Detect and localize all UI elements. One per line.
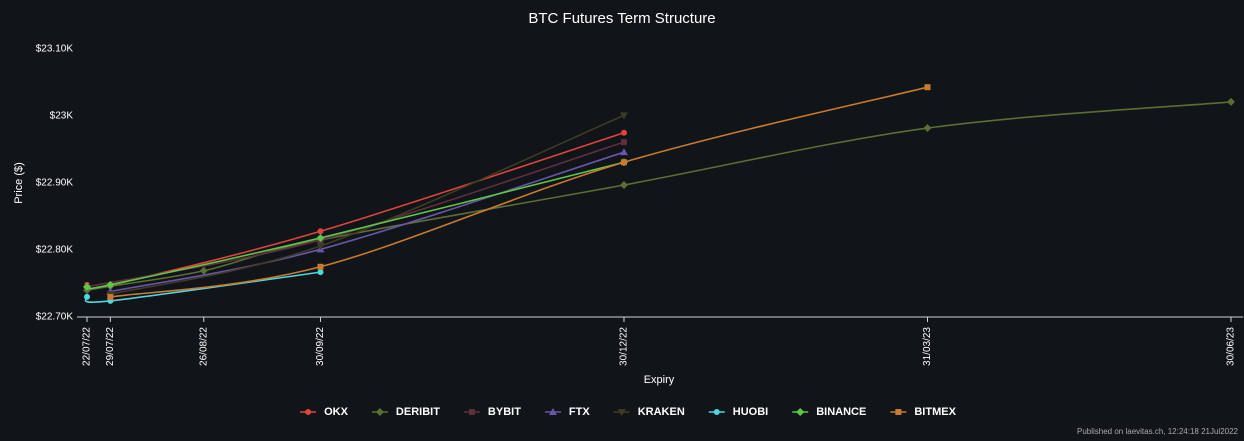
marker <box>619 112 628 120</box>
marker <box>316 233 325 242</box>
marker <box>84 293 90 300</box>
marker <box>1227 97 1235 106</box>
marker <box>713 409 720 415</box>
y-tick-label: $22.80K <box>36 245 74 256</box>
marker <box>619 148 628 156</box>
marker <box>620 139 627 146</box>
marker <box>619 181 628 190</box>
x-tick-label: 26/08/22 <box>198 327 209 366</box>
x-tick-label: 30/06/23 <box>1226 327 1237 366</box>
marker <box>305 409 312 415</box>
marker <box>317 228 324 235</box>
y-tick-label: $22.90K <box>36 178 74 189</box>
x-tick-label: 29/07/22 <box>105 327 116 366</box>
y-tick-label: $23.10K <box>36 44 74 55</box>
marker <box>317 263 324 270</box>
y-axis-title: Price ($) <box>13 162 25 204</box>
legend-label[interactable]: DERIBIT <box>396 406 440 418</box>
series-line <box>84 271 321 303</box>
marker <box>924 84 931 91</box>
marker <box>548 408 557 415</box>
legend-label[interactable]: HUOBI <box>733 406 768 418</box>
marker <box>923 124 932 133</box>
legend: OKX DERIBIT BYBIT FTX KRAKEN HUOBI BINANCE BITM… <box>300 406 957 418</box>
marker <box>796 408 805 416</box>
y-tick-label: $23K <box>50 111 74 122</box>
legend-label[interactable]: BITMEX <box>914 406 956 418</box>
x-axis-title: Expiry <box>644 374 675 386</box>
marker <box>620 159 627 166</box>
marker <box>375 408 384 416</box>
legend-label[interactable]: BYBIT <box>488 406 521 418</box>
x-tick-label: 22/07/22 <box>82 327 93 366</box>
marker <box>317 269 324 276</box>
legend-label[interactable]: OKX <box>324 406 349 418</box>
chart-title: BTC Futures Term Structure <box>528 10 715 27</box>
marker <box>468 409 475 415</box>
x-tick-label: 30/09/22 <box>315 327 326 366</box>
series-line <box>110 86 928 298</box>
marker <box>107 293 114 300</box>
marker <box>106 280 115 289</box>
footnote: Published on laevitas.ch, 12:24:18 21Jul… <box>1077 427 1239 436</box>
y-tick-label: $22.70K <box>36 312 74 323</box>
legend-label[interactable]: BINANCE <box>816 406 866 418</box>
x-tick-label: 30/12/22 <box>619 327 630 366</box>
marker <box>316 242 325 250</box>
legend-label[interactable]: FTX <box>569 406 590 418</box>
x-tick-label: 31/03/23 <box>922 327 933 366</box>
marker <box>895 409 902 415</box>
marker <box>83 282 91 291</box>
marker <box>199 266 208 275</box>
legend-label[interactable]: KRAKEN <box>638 406 685 418</box>
series-line <box>110 151 625 293</box>
series-line <box>84 161 625 290</box>
marker <box>617 409 626 416</box>
series-line <box>110 114 625 295</box>
series-line <box>86 101 1232 291</box>
marker <box>620 129 627 136</box>
